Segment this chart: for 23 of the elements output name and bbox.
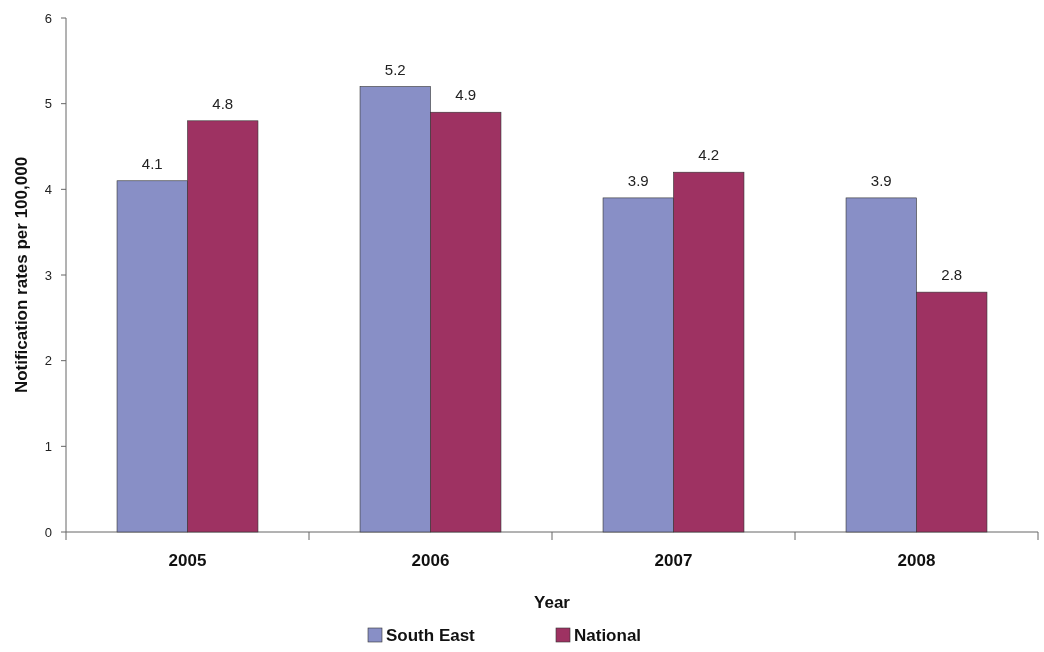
data-label: 4.1 — [141, 154, 163, 172]
x-tick-label: 2005 — [168, 551, 207, 570]
data-label: 4.8 — [212, 94, 234, 112]
x-tick-label: 2008 — [897, 551, 936, 570]
data-label: 5.2 — [384, 60, 406, 78]
data-label: 3.9 — [870, 171, 892, 189]
data-label: 3.9 — [627, 171, 649, 189]
data-label: 2.8 — [941, 266, 963, 284]
data-label: 4.9 — [455, 86, 477, 104]
legend-label: National — [574, 626, 642, 645]
y-tick-label: 6 — [44, 10, 52, 26]
y-tick-label: 3 — [44, 267, 52, 283]
legend-label: South East — [386, 626, 476, 645]
data-label: 4.2 — [698, 146, 720, 164]
y-tick-label: 4 — [44, 181, 52, 197]
x-axis-title: Year — [534, 593, 571, 612]
y-tick-label: 5 — [44, 96, 52, 112]
x-tick-label: 2007 — [654, 551, 693, 570]
x-tick-label: 2006 — [411, 551, 450, 570]
y-tick-label: 1 — [44, 438, 52, 454]
y-tick-label: 0 — [44, 524, 52, 540]
y-axis-title: Notification rates per 100,000 — [12, 156, 31, 394]
y-tick-label: 2 — [44, 353, 52, 369]
